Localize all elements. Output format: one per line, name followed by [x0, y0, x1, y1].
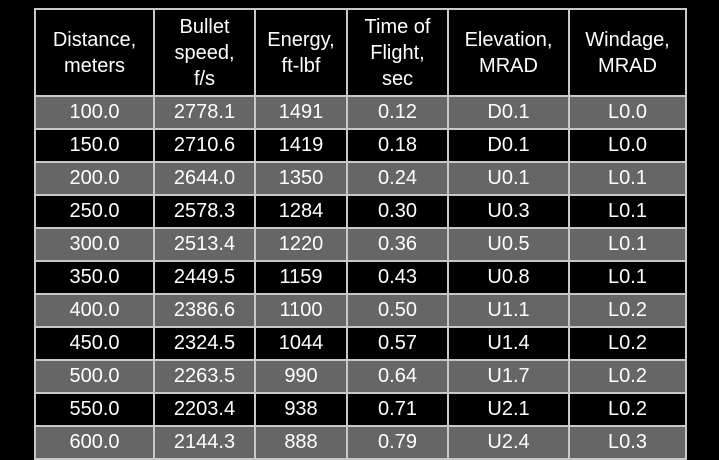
table-cell: L0.1: [568, 260, 687, 295]
table-cell: L0.1: [568, 227, 687, 262]
header-cell: Energy, ft-lbf: [254, 8, 348, 97]
table-cell: 2449.5: [153, 260, 256, 295]
table-row: 600.0 2144.3 888 0.79 U2.4 L0.3: [34, 425, 687, 460]
table-cell: 990: [254, 359, 348, 394]
screen: Distance, meters Bullet speed, f/s Energy,…: [34, 8, 687, 460]
header-cell: Time of Flight, sec: [346, 8, 449, 97]
table-cell: 2386.6: [153, 293, 256, 328]
table-cell: 150.0: [34, 128, 155, 163]
table-cell: 1044: [254, 326, 348, 361]
table-cell: 2144.3: [153, 425, 256, 460]
table-row: 250.0 2578.3 1284 0.30 U0.3 L0.1: [34, 194, 687, 229]
table-cell: 1284: [254, 194, 348, 229]
table-cell: 938: [254, 392, 348, 427]
header-row: Distance, meters Bullet speed, f/s Energy,…: [34, 8, 687, 97]
table-cell: L0.3: [568, 425, 687, 460]
table-cell: 1100: [254, 293, 348, 328]
table-cell: L0.1: [568, 161, 687, 196]
table-cell: L0.2: [568, 326, 687, 361]
table-cell: 250.0: [34, 194, 155, 229]
table-cell: 0.79: [346, 425, 449, 460]
table-cell: U2.1: [447, 392, 570, 427]
table-cell: 200.0: [34, 161, 155, 196]
table-row: 500.0 2263.5 990 0.64 U1.7 L0.2: [34, 359, 687, 394]
table-cell: 0.18: [346, 128, 449, 163]
table-cell: L0.1: [568, 194, 687, 229]
table-cell: 550.0: [34, 392, 155, 427]
table-cell: 1350: [254, 161, 348, 196]
table-cell: 0.36: [346, 227, 449, 262]
table-cell: 450.0: [34, 326, 155, 361]
table-row: 200.0 2644.0 1350 0.24 U0.1 L0.1: [34, 161, 687, 196]
table-cell: 2644.0: [153, 161, 256, 196]
table-cell: D0.1: [447, 128, 570, 163]
table-row: 400.0 2386.6 1100 0.50 U1.1 L0.2: [34, 293, 687, 328]
table-row: 450.0 2324.5 1044 0.57 U1.4 L0.2: [34, 326, 687, 361]
table-row: 150.0 2710.6 1419 0.18 D0.1 L0.0: [34, 128, 687, 163]
table-cell: 600.0: [34, 425, 155, 460]
header-cell: Windage, MRAD: [568, 8, 687, 97]
table-cell: 400.0: [34, 293, 155, 328]
table-cell: 300.0: [34, 227, 155, 262]
table-cell: 100.0: [34, 95, 155, 130]
table-cell: U0.8: [447, 260, 570, 295]
table-cell: L0.0: [568, 95, 687, 130]
table-cell: 1220: [254, 227, 348, 262]
header-cell: Bullet speed, f/s: [153, 8, 256, 97]
table-cell: L0.2: [568, 392, 687, 427]
table-cell: U1.7: [447, 359, 570, 394]
ballistic-table: Distance, meters Bullet speed, f/s Energy,…: [34, 8, 687, 460]
table-cell: 0.12: [346, 95, 449, 130]
table-cell: 2778.1: [153, 95, 256, 130]
table-row: 100.0 2778.1 1491 0.12 D0.1 L0.0: [34, 95, 687, 130]
table-cell: 2578.3: [153, 194, 256, 229]
header-cell: Distance, meters: [34, 8, 155, 97]
table-row: 350.0 2449.5 1159 0.43 U0.8 L0.1: [34, 260, 687, 295]
table-cell: 2263.5: [153, 359, 256, 394]
table-cell: U1.1: [447, 293, 570, 328]
table-cell: 1419: [254, 128, 348, 163]
table-cell: 350.0: [34, 260, 155, 295]
table-cell: U0.5: [447, 227, 570, 262]
table-cell: L0.2: [568, 359, 687, 394]
table-cell: 1491: [254, 95, 348, 130]
table-cell: L0.0: [568, 128, 687, 163]
table-cell: U2.4: [447, 425, 570, 460]
table-cell: 0.50: [346, 293, 449, 328]
table-cell: 2710.6: [153, 128, 256, 163]
table-cell: 0.43: [346, 260, 449, 295]
table-cell: 2513.4: [153, 227, 256, 262]
table-cell: 2203.4: [153, 392, 256, 427]
table-row: 550.0 2203.4 938 0.71 U2.1 L0.2: [34, 392, 687, 427]
table-cell: 500.0: [34, 359, 155, 394]
table-cell: D0.1: [447, 95, 570, 130]
table-row: 300.0 2513.4 1220 0.36 U0.5 L0.1: [34, 227, 687, 262]
table-cell: 0.24: [346, 161, 449, 196]
table-cell: 2324.5: [153, 326, 256, 361]
table-cell: U0.3: [447, 194, 570, 229]
table-body: 100.0 2778.1 1491 0.12 D0.1 L0.0 150.0 2710.6 14…: [34, 95, 687, 460]
header-cell: Elevation, MRAD: [447, 8, 570, 97]
table-cell: 0.57: [346, 326, 449, 361]
table-cell: 888: [254, 425, 348, 460]
table-cell: U0.1: [447, 161, 570, 196]
table-cell: L0.2: [568, 293, 687, 328]
table-cell: 0.30: [346, 194, 449, 229]
table-cell: U1.4: [447, 326, 570, 361]
table-cell: 1159: [254, 260, 348, 295]
table-cell: 0.64: [346, 359, 449, 394]
table-cell: 0.71: [346, 392, 449, 427]
